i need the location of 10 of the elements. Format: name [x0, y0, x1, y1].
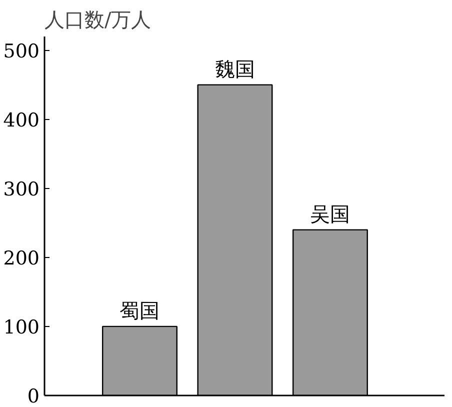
x-tick-label: 吴国	[310, 202, 350, 226]
y-tick-label: 0	[27, 386, 40, 407]
y-tick-label: 100	[3, 316, 40, 338]
x-tick-label: 魏国	[214, 56, 255, 81]
y-tick-label: 300	[3, 178, 40, 200]
y-axis-title: 人口数/万人	[44, 8, 152, 32]
y-tick-label: 200	[3, 247, 40, 270]
y-tick-label: 500	[3, 40, 40, 62]
x-tick-label: 蜀国	[120, 298, 160, 322]
y-tick-label: 400	[3, 109, 40, 132]
